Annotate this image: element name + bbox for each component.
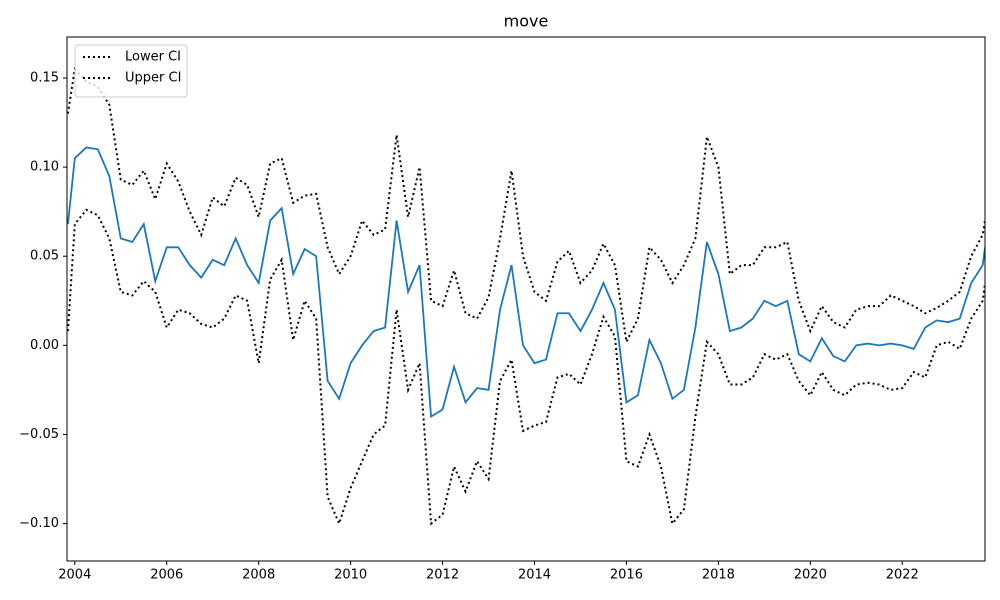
x-tick-label: 2014	[518, 568, 551, 583]
y-tick-label: 0.05	[30, 249, 59, 264]
y-tick-label: −0.05	[19, 427, 59, 442]
x-tick-label: 2006	[150, 568, 183, 583]
plot-frame	[66, 36, 986, 562]
series-line	[67, 66, 985, 346]
chart-title: move	[504, 12, 549, 31]
series-line	[67, 146, 985, 419]
y-tick-label: 0.00	[30, 338, 59, 353]
x-tick-label: 2022	[886, 568, 919, 583]
x-tick-label: 2012	[426, 568, 459, 583]
y-tick-label: 0.15	[30, 70, 59, 85]
y-tick-label: −0.10	[19, 516, 59, 531]
y-tick-label: 0.10	[30, 160, 59, 175]
x-tick-label: 2018	[702, 568, 735, 583]
x-tick-label: 2010	[334, 568, 367, 583]
series-line	[67, 208, 985, 527]
plot-area	[67, 66, 985, 527]
x-tick-label: 2008	[242, 568, 275, 583]
x-tick-label: 2020	[794, 568, 827, 583]
x-tick-label: 2004	[58, 568, 91, 583]
x-tick-label: 2016	[610, 568, 643, 583]
legend-label: Upper CI	[125, 71, 181, 86]
legend-label: Lower CI	[125, 50, 181, 65]
